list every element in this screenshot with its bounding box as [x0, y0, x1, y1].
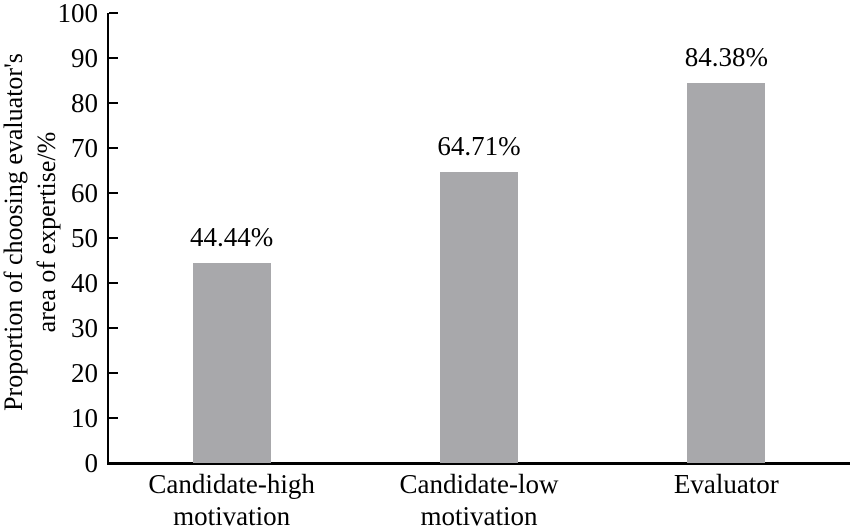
y-tick-label: 10	[71, 403, 98, 433]
y-tick	[109, 372, 118, 374]
y-tick	[109, 237, 118, 239]
bar-value-label: 64.71%	[437, 130, 521, 161]
y-tick-label: 100	[57, 0, 99, 28]
y-tick	[109, 192, 118, 194]
y-tick-label: 90	[71, 43, 98, 73]
y-tick	[109, 12, 118, 14]
y-axis-line	[107, 13, 109, 464]
y-tick-label: 20	[71, 358, 98, 388]
x-category-label: Evaluator	[606, 468, 846, 500]
y-tick	[109, 102, 118, 104]
x-axis-line	[107, 462, 850, 465]
y-tick	[109, 147, 118, 149]
bar	[440, 171, 518, 463]
bar-value-label: 84.38%	[684, 42, 768, 73]
y-tick	[109, 417, 118, 419]
x-category-label-line: Candidate-low	[399, 469, 559, 499]
y-tick-label: 60	[71, 178, 98, 208]
y-tick	[109, 327, 118, 329]
x-category-label-line: motivation	[173, 501, 291, 529]
bar	[192, 263, 271, 463]
bar-value-label: 44.44%	[190, 222, 274, 253]
y-tick	[109, 282, 118, 284]
y-tick-label: 70	[71, 133, 98, 163]
x-category-label-line: motivation	[420, 501, 538, 529]
x-category-label: Candidate-high motivation	[112, 468, 352, 529]
y-tick-label: 30	[71, 313, 98, 343]
bar	[687, 83, 766, 463]
x-category-label: Candidate-low motivation	[359, 468, 599, 529]
y-tick-label: 0	[84, 448, 99, 478]
y-tick-label: 80	[71, 88, 98, 118]
x-category-label-line: Candidate-high	[148, 469, 315, 499]
x-category-label-line: Evaluator	[673, 469, 779, 499]
y-tick-label: 40	[71, 268, 98, 298]
y-tick-label: 50	[71, 223, 98, 253]
y-tick	[109, 57, 118, 59]
